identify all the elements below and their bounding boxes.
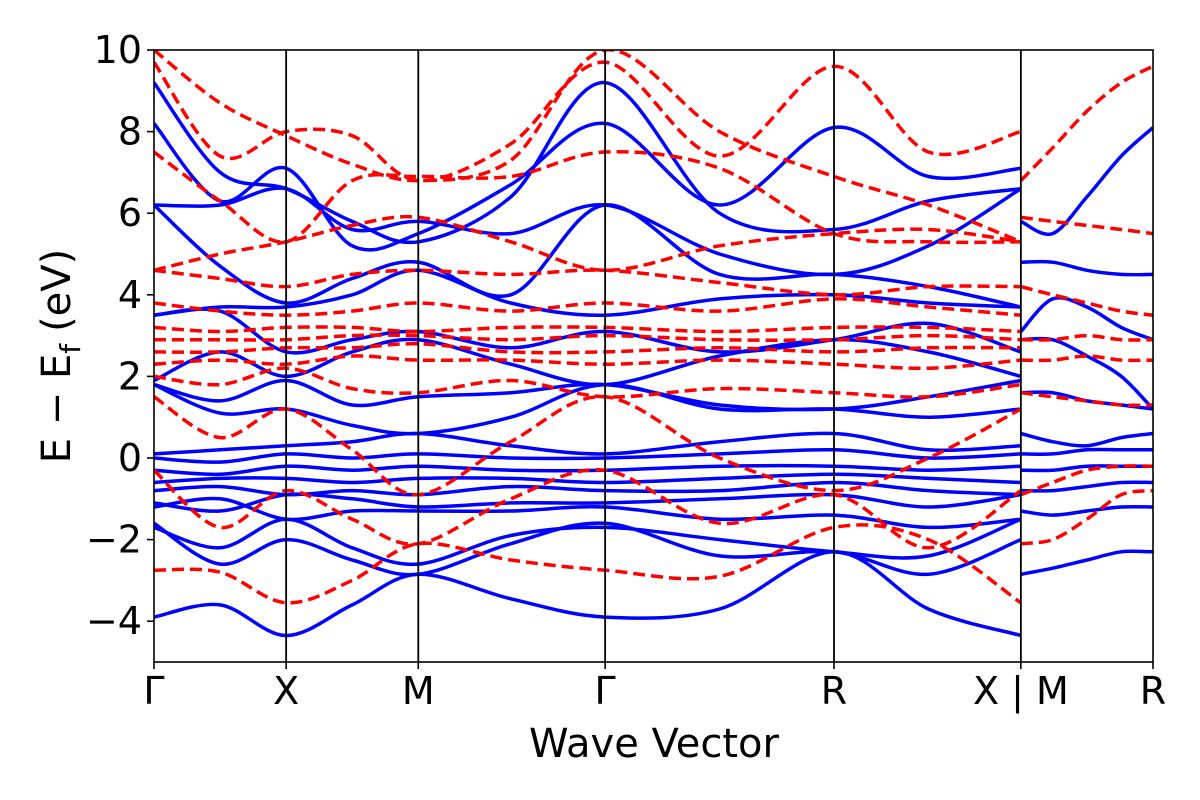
solid-band-20 bbox=[1020, 504, 1153, 517]
y-axis-title-main: E − E bbox=[34, 354, 80, 464]
bands-layer bbox=[154, 50, 1153, 638]
dashed-band-9 bbox=[154, 268, 1021, 297]
solid-band-21 bbox=[1020, 480, 1153, 493]
solid-band-12 bbox=[154, 337, 1022, 387]
solid-band-9 bbox=[154, 431, 1021, 456]
dashed-band-11 bbox=[154, 150, 1021, 245]
dashed-band-7 bbox=[154, 325, 1021, 334]
y-tick-label: 4 bbox=[118, 273, 142, 317]
dashed-band-5 bbox=[154, 341, 1021, 355]
solid-band-8 bbox=[154, 447, 1021, 464]
x-tick-label: X bbox=[273, 669, 299, 713]
x-tick-label: R bbox=[821, 669, 847, 713]
high-symmetry-lines bbox=[285, 50, 1022, 662]
solid-band-10 bbox=[154, 382, 1022, 436]
dashed-band-4 bbox=[154, 354, 1022, 371]
x-tick-label: R bbox=[1140, 669, 1166, 713]
y-tick-label: 8 bbox=[118, 110, 142, 154]
solid-band-4 bbox=[154, 492, 1022, 513]
solid-band-19 bbox=[1020, 549, 1153, 577]
solid-band-27 bbox=[1019, 296, 1153, 342]
solid-band-1 bbox=[154, 521, 1022, 577]
solid-band-16 bbox=[154, 186, 1022, 277]
plot-frame bbox=[153, 49, 1154, 663]
dashed-band-6 bbox=[154, 333, 1021, 342]
x-tick-label: X | M bbox=[973, 669, 1069, 714]
dashed-band-2 bbox=[154, 395, 1022, 497]
solid-band-7 bbox=[154, 463, 1021, 477]
solid-band-11 bbox=[154, 378, 1022, 412]
solid-band-29 bbox=[1020, 126, 1153, 237]
dashed-band-10 bbox=[154, 214, 1022, 273]
dashed-band-17 bbox=[1020, 354, 1153, 363]
x-axis-title: Wave Vector bbox=[529, 721, 780, 767]
solid-band-18 bbox=[154, 80, 1022, 245]
y-tick-label: −4 bbox=[86, 599, 142, 643]
y-tick-label: 2 bbox=[118, 354, 142, 398]
dashed-band-15 bbox=[1020, 464, 1153, 497]
dashed-band-12 bbox=[154, 60, 1022, 183]
y-axis-title-unit: (eV) bbox=[34, 249, 80, 332]
solid-band-28 bbox=[1020, 259, 1153, 277]
solid-band-26 bbox=[1020, 336, 1153, 411]
dashed-band-1 bbox=[154, 467, 1022, 550]
x-tick-label: Γ bbox=[143, 669, 164, 713]
dashed-band-21 bbox=[1019, 64, 1153, 182]
dashed-band-19 bbox=[1020, 284, 1153, 317]
dashed-band-20 bbox=[1020, 215, 1153, 236]
x-axis-ticks: Γ X M Γ R X | M R bbox=[143, 662, 1166, 714]
solid-band-6 bbox=[154, 472, 1021, 485]
y-axis-ticks: −4 −2 0 2 4 6 8 10 bbox=[86, 28, 154, 643]
dashed-band-0 bbox=[154, 523, 1022, 605]
dashed-band-13 bbox=[154, 50, 1022, 244]
solid-band-5 bbox=[154, 480, 1021, 497]
solid-band-24 bbox=[1020, 431, 1153, 448]
y-axis-title-subscript: f bbox=[54, 343, 87, 354]
solid-band-0 bbox=[154, 550, 1022, 638]
y-tick-label: −2 bbox=[86, 518, 142, 562]
solid-band-3 bbox=[154, 496, 1022, 530]
solid-band-13 bbox=[154, 307, 1022, 355]
dashed-band-16 bbox=[1020, 390, 1153, 408]
solid-band-2 bbox=[154, 517, 1022, 567]
y-tick-label: 0 bbox=[118, 436, 142, 480]
x-tick-label: Γ bbox=[595, 669, 616, 713]
y-tick-label: 6 bbox=[118, 191, 142, 235]
dashed-band-3 bbox=[154, 366, 1022, 399]
solid-band-23 bbox=[1020, 447, 1153, 456]
solid-band-14 bbox=[154, 268, 1021, 317]
x-tick-label: M bbox=[402, 669, 435, 713]
dashed-band-18 bbox=[1020, 333, 1153, 342]
dashed-band-14 bbox=[1020, 488, 1153, 546]
y-axis-title: E − Ef (eV) bbox=[34, 249, 87, 464]
y-tick-label: 10 bbox=[94, 28, 142, 72]
